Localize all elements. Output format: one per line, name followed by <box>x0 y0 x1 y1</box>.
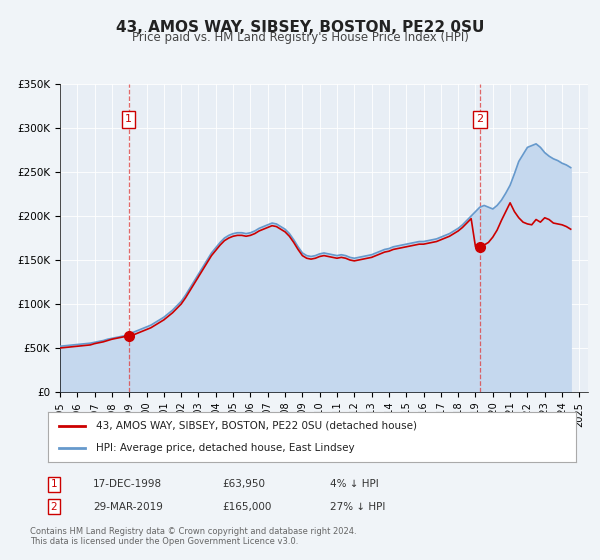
Text: £63,950: £63,950 <box>222 479 265 489</box>
Text: Contains HM Land Registry data © Crown copyright and database right 2024.
This d: Contains HM Land Registry data © Crown c… <box>30 526 356 546</box>
Text: 2: 2 <box>50 502 58 512</box>
Text: 27% ↓ HPI: 27% ↓ HPI <box>330 502 385 512</box>
Text: 2: 2 <box>476 114 484 124</box>
Text: 43, AMOS WAY, SIBSEY, BOSTON, PE22 0SU (detached house): 43, AMOS WAY, SIBSEY, BOSTON, PE22 0SU (… <box>95 421 416 431</box>
Text: 1: 1 <box>50 479 58 489</box>
Text: 4% ↓ HPI: 4% ↓ HPI <box>330 479 379 489</box>
Text: 1: 1 <box>125 114 132 124</box>
Text: HPI: Average price, detached house, East Lindsey: HPI: Average price, detached house, East… <box>95 443 354 453</box>
Text: 43, AMOS WAY, SIBSEY, BOSTON, PE22 0SU: 43, AMOS WAY, SIBSEY, BOSTON, PE22 0SU <box>116 20 484 35</box>
Text: Price paid vs. HM Land Registry's House Price Index (HPI): Price paid vs. HM Land Registry's House … <box>131 31 469 44</box>
Text: 17-DEC-1998: 17-DEC-1998 <box>93 479 162 489</box>
Text: £165,000: £165,000 <box>222 502 271 512</box>
Text: 29-MAR-2019: 29-MAR-2019 <box>93 502 163 512</box>
